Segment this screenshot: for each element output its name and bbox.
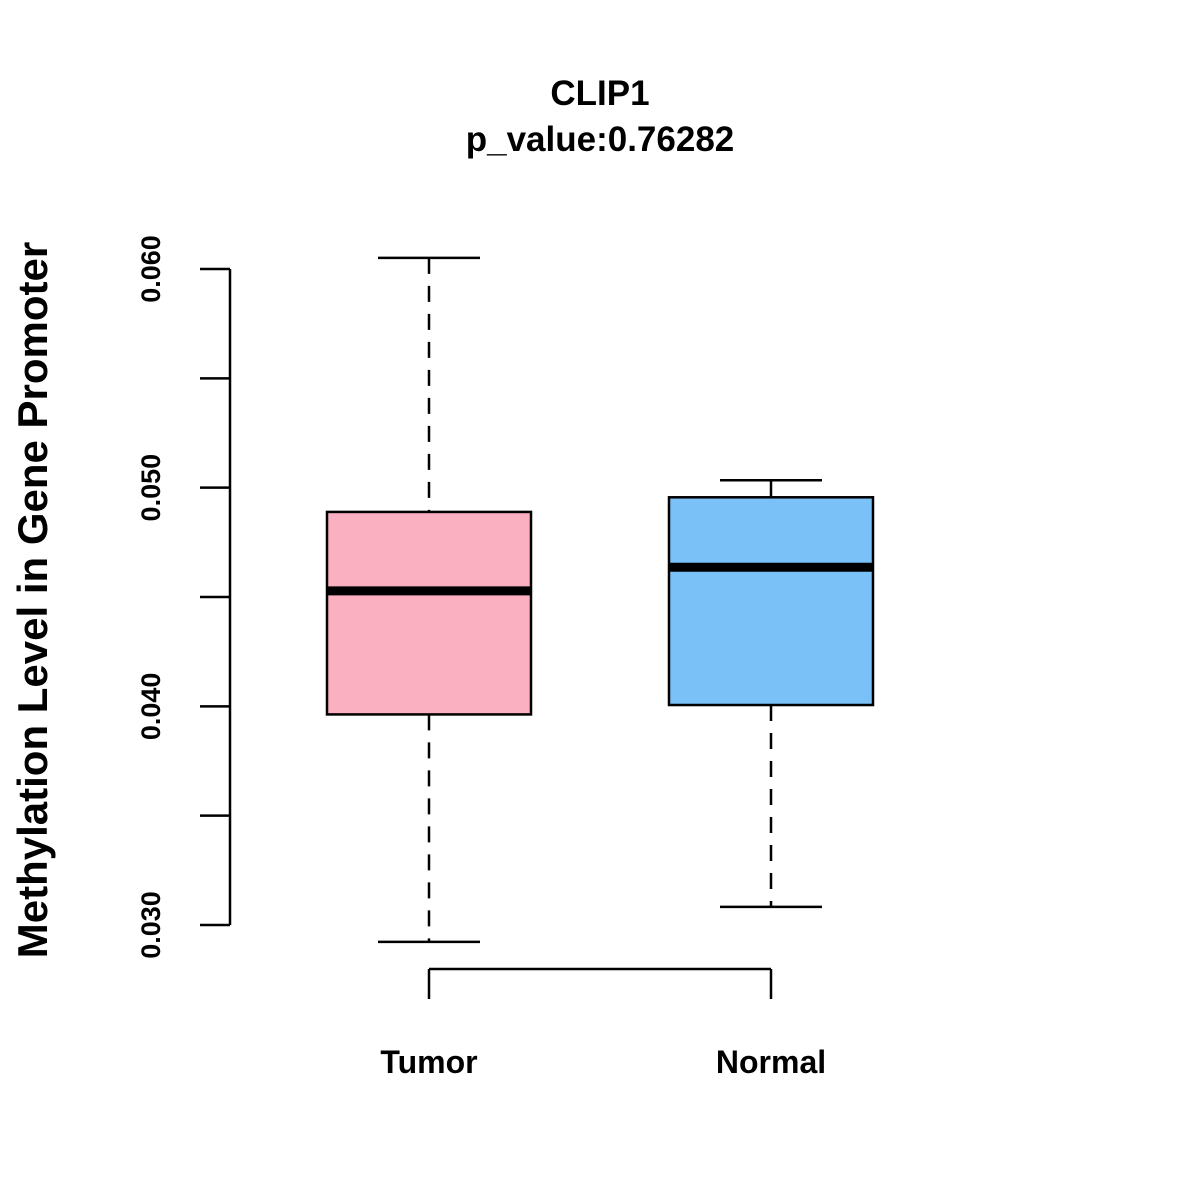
x-axis: Tumor Normal [380,967,826,1080]
y-tick-label: 0.030 [136,891,166,959]
y-tick-label: 0.050 [136,454,166,522]
x-tick-label-normal: Normal [716,1044,826,1080]
box-normal [667,478,875,909]
box-iqr [325,510,533,716]
y-tick-label: 0.040 [136,673,166,741]
y-tick-label: 0.060 [136,235,166,303]
chart-title: CLIP1 [550,74,649,113]
box-series [325,256,875,944]
x-tick-label-tumor: Tumor [380,1044,477,1080]
chart-subtitle: p_value:0.76282 [466,120,735,159]
box-tumor [325,256,533,944]
y-axis-label: Methylation Level in Gene Promoter [9,242,56,958]
box-iqr [667,496,875,707]
y-axis: 0.030 0.040 0.050 0.060 [136,235,232,959]
